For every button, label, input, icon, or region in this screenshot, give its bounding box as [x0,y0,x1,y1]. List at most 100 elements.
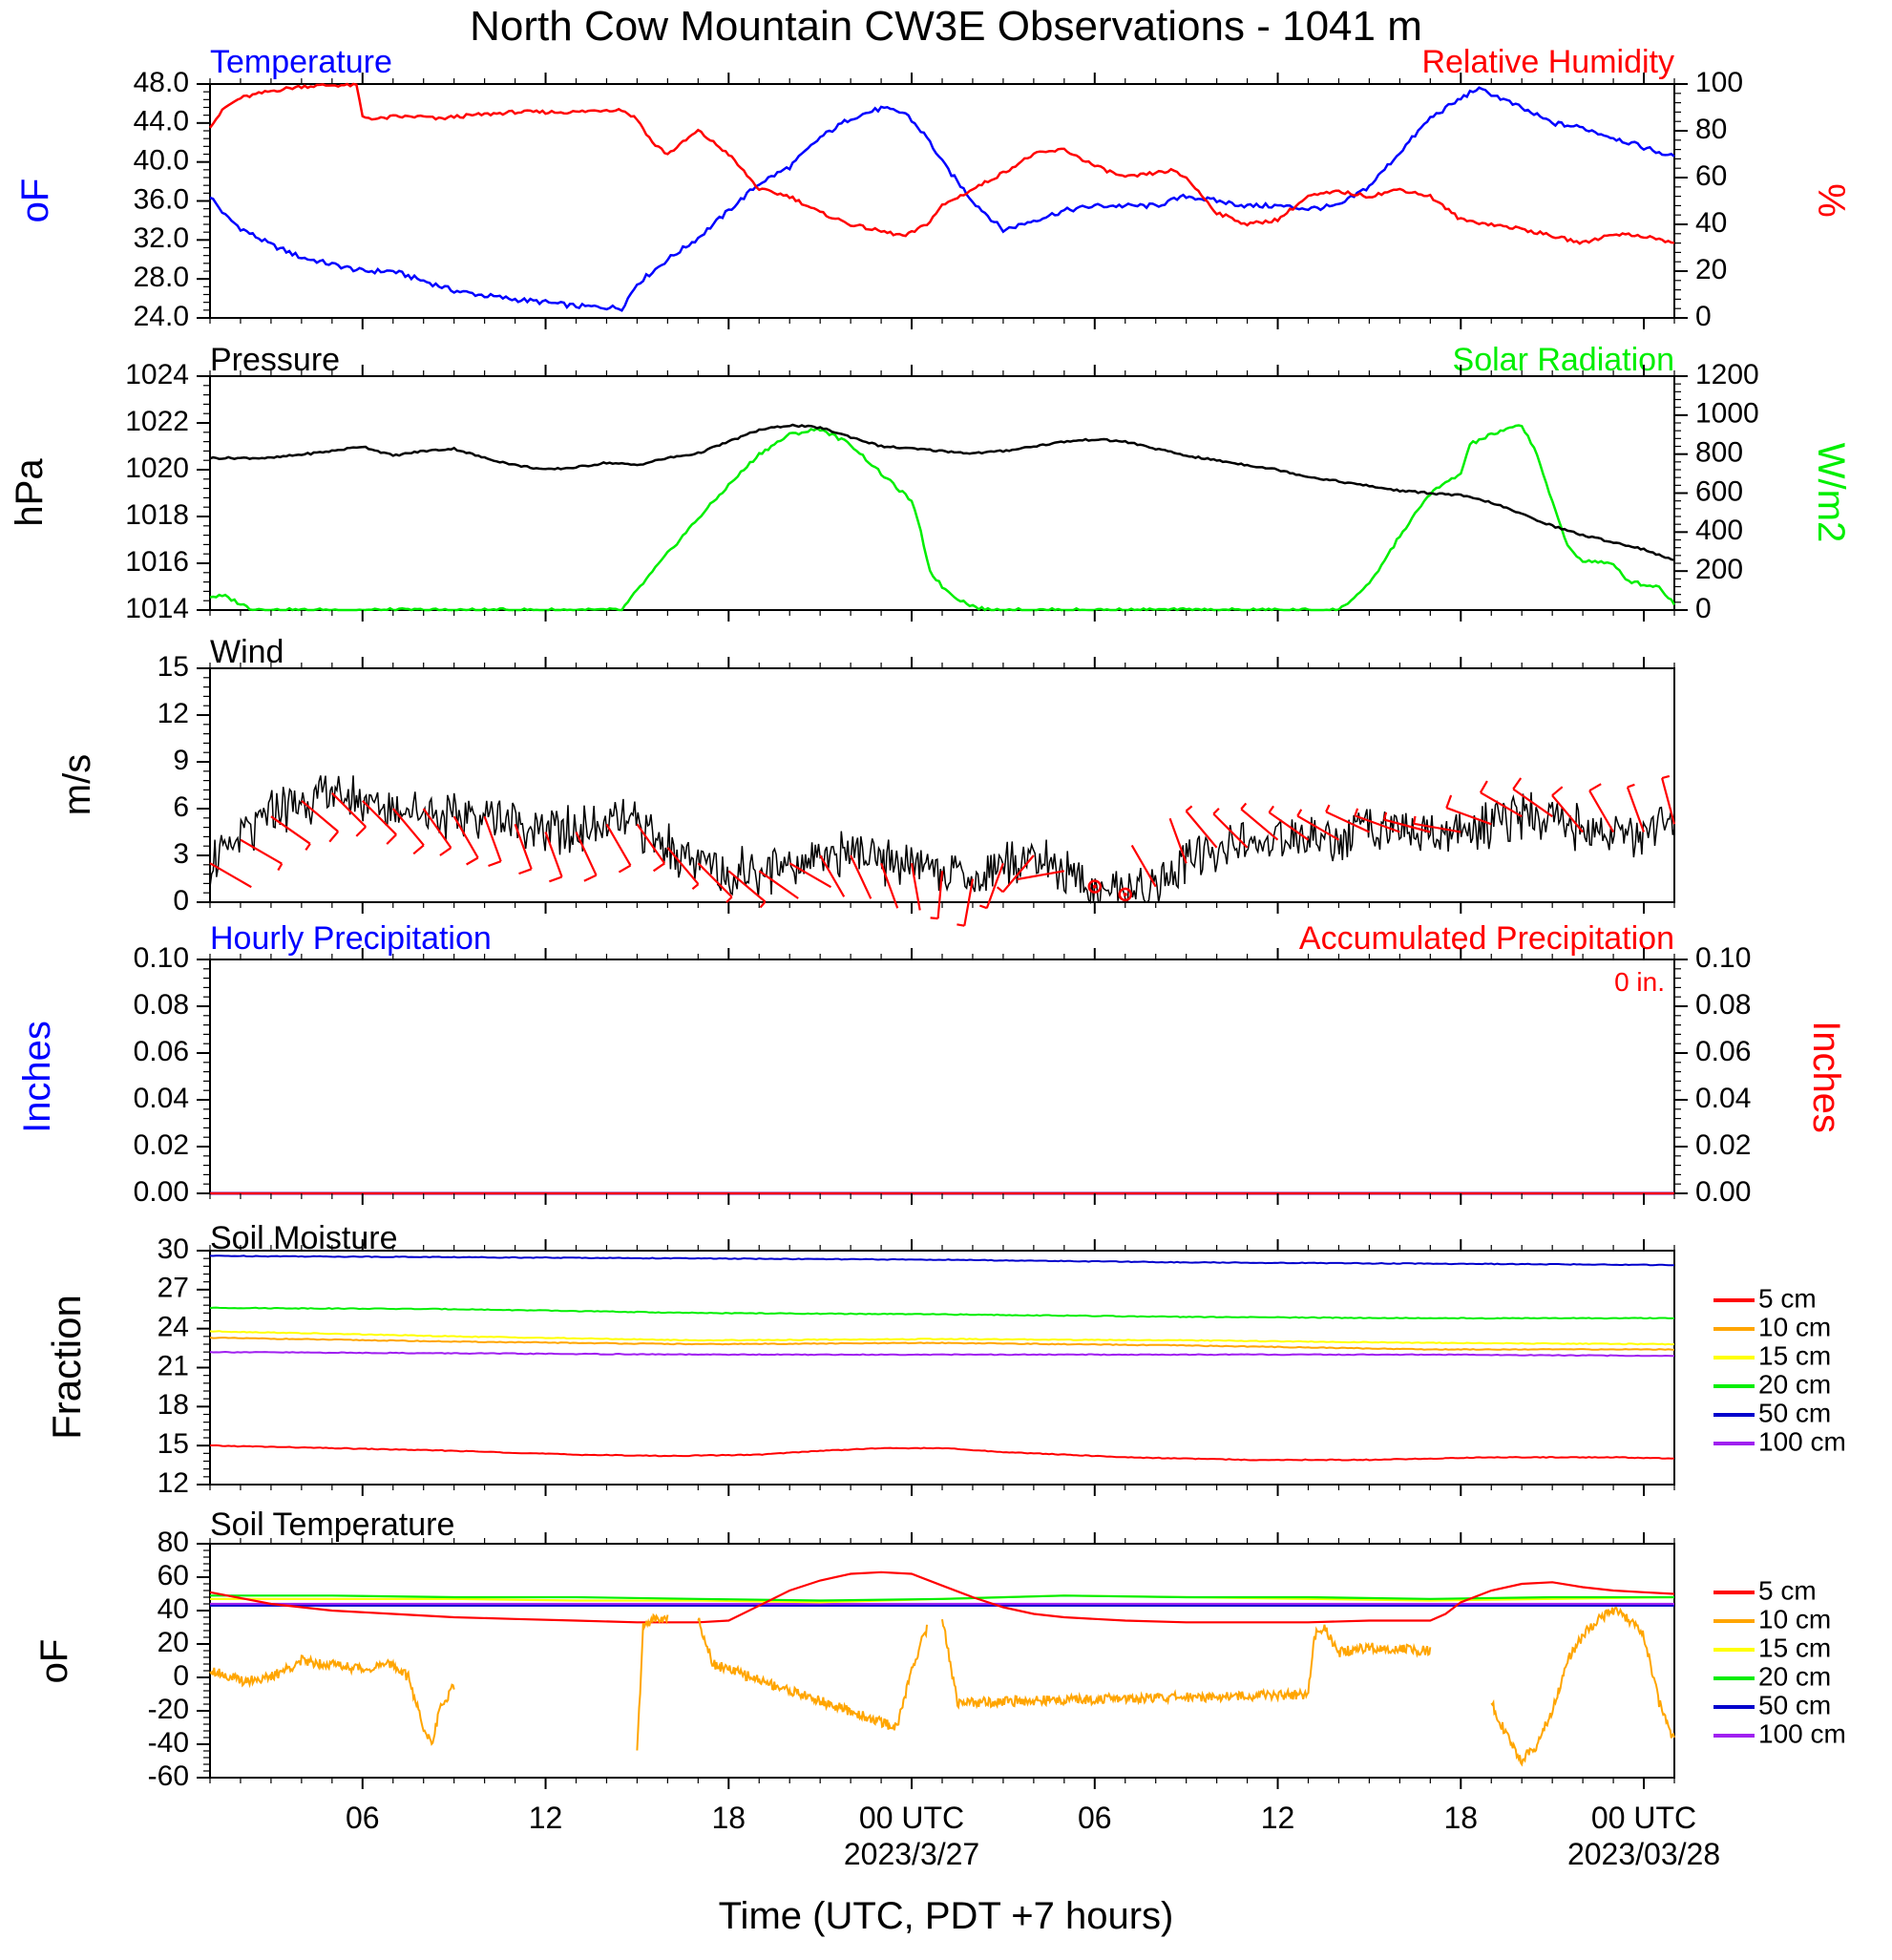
accum-precip-unit: Inches [1805,1021,1847,1133]
wind-barb [1413,815,1461,833]
wind-barb [544,832,563,883]
wind-speed-line [209,775,1675,905]
legend-label: 5 cm [1758,1575,1817,1605]
legend-label: 15 cm [1758,1633,1831,1662]
x-tick-label: 18 [1443,1801,1478,1835]
x-tick-label: 12 [1261,1801,1295,1835]
y-tick-label: 0.00 [134,1176,189,1208]
y-tick-label: 800 [1695,437,1743,469]
soil-temp-line-10cm [636,1612,669,1751]
wind-calm-marker [1123,892,1127,896]
wind-barb [910,863,921,911]
y-tick-label: 0.06 [1695,1036,1751,1067]
y-tick-label: 60 [158,1560,189,1591]
humidity-title: Relative Humidity [1421,44,1674,80]
panel-pressure: Pressure Solar Radiation hPa W/m2 101410… [9,342,1852,624]
soil-temp-line-20cm [210,1594,1674,1602]
soil-moisture-series [209,1254,1675,1462]
panel-precip: Hourly Precipitation Accumulated Precipi… [16,920,1847,1208]
panel-frame [209,375,1675,611]
y-tick-label: 1018 [125,499,189,531]
y-tick-label: 40.0 [134,145,189,177]
y-tick-label: 30 [158,1233,189,1265]
wind-barb [930,871,944,920]
x-date-label: 2023/03/28 [1567,1837,1720,1871]
panel-frame [209,1543,1675,1779]
y-tick-label: 27 [158,1273,189,1304]
wind-barb [996,854,1035,894]
pressure-title: Pressure [210,342,340,378]
wind-barb [575,832,598,882]
wind-barb [1354,808,1400,833]
accum-precip-title: Accumulated Precipitation [1299,920,1674,957]
y-tick-label: 0.06 [134,1036,189,1067]
panel-soil-moisture: Soil Moisture Fraction 12 15 18 21 24 27 30 5 … [44,1220,1846,1499]
pressure-solar-series [209,423,1676,612]
y-tick-label: 0.00 [1695,1176,1751,1208]
wind-barb [850,854,872,899]
y-tick-label: 36.0 [134,183,189,215]
y-tick-label: 0 [1695,301,1712,332]
legend-label: 50 cm [1758,1690,1831,1719]
wind-barb [1325,804,1370,833]
y-tick-label: 200 [1695,554,1743,585]
solar-ticks: 0 200 400 600 800 1000 1200 [1674,359,1759,624]
y-tick-label: 80 [1695,114,1727,145]
legend-label: 10 cm [1758,1604,1831,1633]
wind-barb [957,878,975,927]
y-tick-label: 48.0 [134,67,189,98]
wind-series [209,774,1676,927]
y-tick-label: 18 [158,1389,189,1421]
wind-barb [362,800,397,845]
wind-barb [697,862,733,903]
y-tick-label: 3 [173,838,189,870]
humidity-unit: % [1810,183,1852,218]
wind-barb [1017,870,1064,881]
hourly-precip-title: Hourly Precipitation [210,920,492,957]
pressure-unit: hPa [9,458,51,527]
y-tick-label: 0.02 [134,1129,189,1161]
y-tick-label: 6 [173,791,189,823]
panel-wind: Wind m/s 0 3 6 9 12 15 [56,634,1676,927]
wind-barb [758,870,799,899]
y-tick-label: 0 [1695,593,1712,624]
y-tick-label: 12 [158,698,189,729]
wind-barb [483,815,502,868]
hourly-precip-ticks: 0.00 0.02 0.04 0.06 0.08 0.10 [134,942,210,1208]
wind-barb [727,870,767,909]
soil-moisture-line-10cm [209,1337,1675,1351]
soil-temp-line-10cm [209,1654,455,1746]
wind-barb [331,791,367,837]
temperature-ticks: 24.0 28.0 32.0 36.0 40.0 44.0 48.0 [134,67,210,332]
y-tick-label: 1014 [125,593,189,624]
wind-unit: m/s [56,754,98,815]
y-tick-label: 1016 [125,546,189,578]
x-axis-label: Time (UTC, PDT +7 hours) [719,1895,1174,1937]
y-tick-label: 1200 [1695,359,1759,390]
y-tick-label: 80 [158,1527,189,1558]
temp-rh-series [209,82,1675,312]
wind-barb [1382,811,1431,833]
temperature-line [209,86,1675,312]
wind-barb [636,823,666,873]
y-tick-label: 24.0 [134,301,189,332]
wind-barb [1130,844,1157,888]
wind-calm-marker [1118,887,1132,902]
accum-precip-ticks: 0.00 0.02 0.04 0.06 0.08 0.10 [1674,942,1751,1208]
pressure-ticks: 1014 1016 1018 1020 1022 1024 [125,359,210,624]
y-tick-label: 0.02 [1695,1129,1751,1161]
x-tick-label: 00 UTC [859,1801,964,1835]
x-tick-label: 06 [346,1801,380,1835]
x-date-label: 2023/3/27 [844,1837,979,1871]
hourly-precip-unit: Inches [16,1021,58,1133]
soil-moisture-line-20cm [209,1306,1675,1320]
y-tick-label: 60 [1695,160,1727,192]
legend-label: 15 cm [1758,1340,1831,1370]
wind-barb [1661,774,1676,825]
soil-temp-line-10cm [697,1617,928,1731]
panel-frame [209,667,1675,903]
